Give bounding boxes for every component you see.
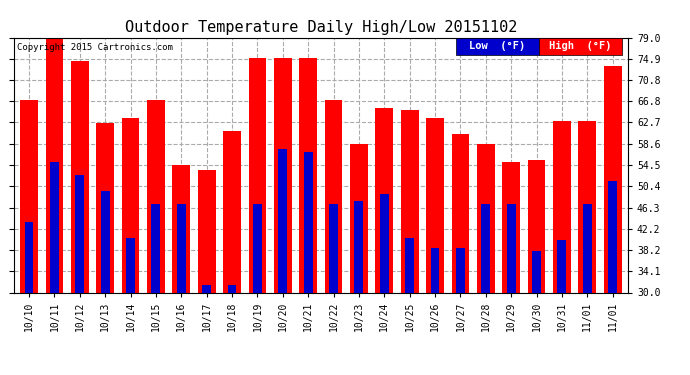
- Bar: [152, 204, 160, 292]
- Bar: [350, 144, 368, 292]
- Bar: [202, 285, 211, 292]
- Bar: [71, 61, 88, 292]
- Bar: [177, 204, 186, 292]
- Bar: [278, 149, 287, 292]
- Bar: [405, 238, 414, 292]
- Bar: [502, 162, 520, 292]
- Bar: [25, 222, 34, 292]
- Bar: [121, 118, 139, 292]
- Bar: [456, 248, 465, 292]
- Bar: [50, 162, 59, 292]
- Bar: [46, 35, 63, 292]
- Bar: [426, 118, 444, 292]
- Bar: [101, 191, 110, 292]
- Bar: [325, 100, 342, 292]
- Bar: [451, 134, 469, 292]
- Bar: [228, 285, 237, 292]
- Bar: [274, 58, 292, 292]
- Bar: [532, 251, 541, 292]
- Title: Outdoor Temperature Daily High/Low 20151102: Outdoor Temperature Daily High/Low 20151…: [125, 20, 517, 35]
- Bar: [126, 238, 135, 292]
- Bar: [553, 121, 571, 292]
- Bar: [253, 204, 262, 292]
- Bar: [20, 100, 38, 292]
- Bar: [401, 110, 419, 292]
- Bar: [380, 194, 388, 292]
- Bar: [482, 204, 490, 292]
- Bar: [375, 108, 393, 292]
- Bar: [304, 152, 313, 292]
- Bar: [431, 248, 440, 292]
- Bar: [248, 58, 266, 292]
- Bar: [477, 144, 495, 292]
- Bar: [198, 170, 215, 292]
- Bar: [75, 176, 84, 292]
- Bar: [506, 204, 515, 292]
- Bar: [558, 240, 566, 292]
- Bar: [355, 201, 364, 292]
- Bar: [329, 204, 338, 292]
- Bar: [223, 131, 241, 292]
- Text: Copyright 2015 Cartronics.com: Copyright 2015 Cartronics.com: [17, 43, 172, 52]
- Bar: [299, 58, 317, 292]
- Bar: [578, 121, 596, 292]
- Bar: [608, 181, 617, 292]
- Bar: [583, 204, 592, 292]
- Bar: [604, 66, 622, 292]
- Bar: [172, 165, 190, 292]
- Bar: [528, 160, 545, 292]
- Bar: [147, 100, 165, 292]
- Bar: [97, 123, 114, 292]
